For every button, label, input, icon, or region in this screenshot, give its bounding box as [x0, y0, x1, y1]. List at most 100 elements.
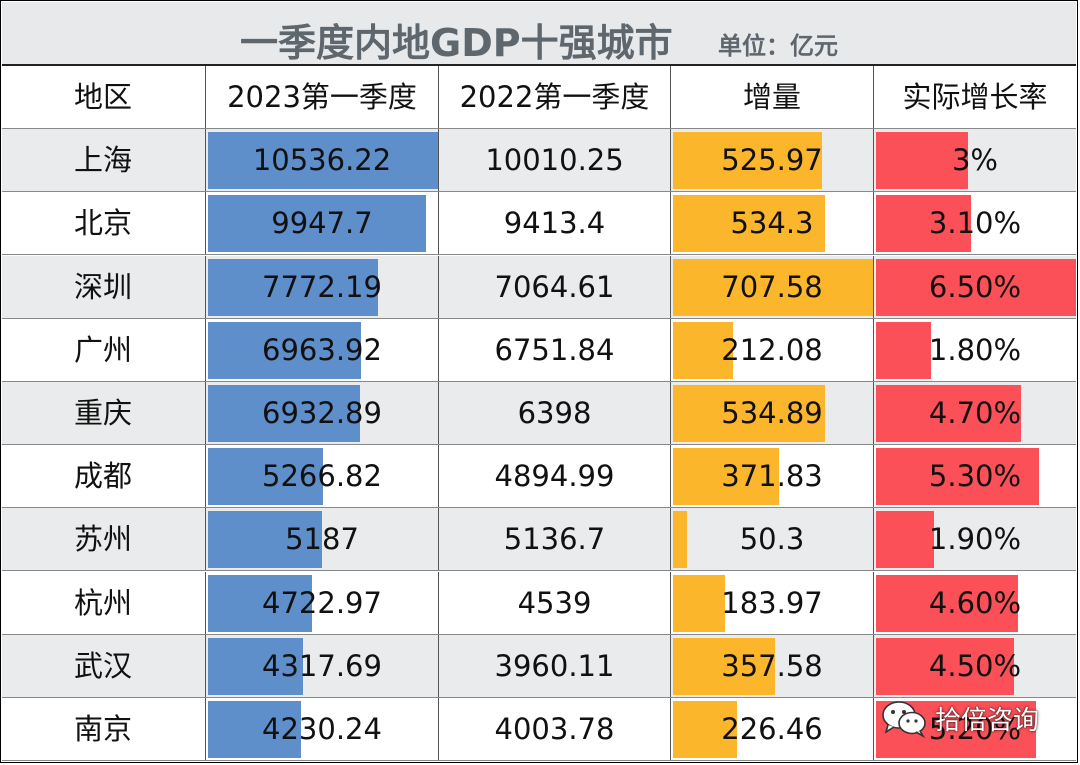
cell-value: 成都 [74, 459, 133, 493]
cell-region: 北京 [2, 192, 206, 254]
cell-increase: 50.3 [671, 508, 874, 570]
cell-growth: 4.60% [874, 572, 1076, 634]
cell-region: 南京 [2, 698, 206, 760]
cell-growth: 1.90% [874, 508, 1076, 570]
bar-growth [876, 322, 931, 379]
bar-growth [876, 575, 1018, 632]
cell-value: 4317.69 [262, 649, 382, 683]
header-label: 地区 [74, 80, 133, 114]
table-row: 苏州 5187 5136.7 50.3 1.90% [2, 508, 1076, 571]
chart-title: 一季度内地GDP十强城市 [240, 21, 673, 65]
bar-growth [876, 511, 934, 568]
header-row: 地区 2023第一季度 2022第一季度 增量 实际增长率 [2, 66, 1076, 129]
cell-value: 4894.99 [494, 459, 615, 493]
cell-value: 4722.97 [262, 586, 382, 620]
cell-value: 6.50% [928, 270, 1022, 304]
wechat-icon [882, 701, 926, 738]
cell-value: 上海 [74, 143, 133, 177]
cell-region: 杭州 [2, 572, 206, 634]
table-row: 上海 10536.22 10010.25 525.97 3% [2, 129, 1076, 192]
title-bar: 一季度内地GDP十强城市 单位：亿元 [2, 2, 1076, 66]
header-label: 增量 [742, 80, 801, 114]
header-cell-increase: 增量 [671, 66, 874, 128]
cell-region: 武汉 [2, 635, 206, 697]
cell-value: 杭州 [74, 586, 133, 620]
cell-region: 上海 [2, 129, 206, 191]
cell-2022: 9413.4 [439, 192, 671, 254]
header-cell-region: 地区 [2, 66, 206, 128]
bar-2023 [208, 132, 438, 189]
cell-value: 广州 [74, 333, 133, 367]
cell-region: 重庆 [2, 382, 206, 444]
cell-value: 4.60% [928, 586, 1022, 620]
cell-value: 4.70% [928, 396, 1022, 430]
cell-increase: 707.58 [671, 256, 874, 318]
cell-value: 7064.61 [494, 270, 615, 304]
bar-2023 [208, 322, 361, 379]
cell-2022: 4894.99 [439, 445, 671, 507]
cell-value: 深圳 [74, 270, 133, 304]
bar-2023 [208, 385, 360, 442]
cell-value: 1.80% [928, 333, 1022, 367]
cell-value: 10010.25 [485, 143, 624, 177]
cell-2022: 4003.78 [439, 698, 671, 760]
cell-2022: 3960.11 [439, 635, 671, 697]
cell-2022: 6398 [439, 382, 671, 444]
cell-value: 371.83 [721, 459, 823, 493]
table-row: 北京 9947.7 9413.4 534.3 3.10% [2, 192, 1076, 255]
cell-growth: 4.50% [874, 635, 1076, 697]
cell-value: 5.20% [928, 712, 1022, 746]
bar-2023 [208, 638, 303, 695]
cell-value: 武汉 [74, 649, 133, 683]
bar-increase [673, 259, 873, 316]
cell-value: 534.89 [721, 396, 823, 430]
cell-value: 183.97 [721, 586, 823, 620]
cell-value: 9413.4 [503, 206, 606, 240]
cell-2023: 4317.69 [206, 635, 439, 697]
table-row: 深圳 7772.19 7064.61 707.58 6.50% [2, 256, 1076, 319]
cell-value: 5266.82 [262, 459, 382, 493]
cell-2023: 4230.24 [206, 698, 439, 760]
cell-2023: 9947.7 [206, 192, 439, 254]
cell-2022: 5136.7 [439, 508, 671, 570]
cell-value: 357.58 [721, 649, 823, 683]
cell-value: 南京 [74, 712, 133, 746]
cell-growth: 6.50% [874, 256, 1076, 318]
bar-increase [673, 322, 733, 379]
header-label: 实际增长率 [902, 80, 1048, 114]
cell-increase: 226.46 [671, 698, 874, 760]
cell-2022: 7064.61 [439, 256, 671, 318]
cell-value: 534.3 [730, 206, 814, 240]
bar-2023 [208, 511, 322, 568]
cell-2022: 4539 [439, 572, 671, 634]
cell-value: 北京 [74, 206, 133, 240]
bar-2023 [208, 448, 323, 505]
bar-increase [673, 195, 825, 252]
cell-value: 重庆 [74, 396, 133, 430]
cell-2023: 5266.82 [206, 445, 439, 507]
cell-growth: 3.10% [874, 192, 1076, 254]
cell-growth: 3% [874, 129, 1076, 191]
cell-value: 3.10% [928, 206, 1022, 240]
bar-increase [673, 701, 737, 758]
header-cell-growth: 实际增长率 [874, 66, 1076, 128]
bar-growth [876, 132, 968, 189]
cell-value: 6932.89 [262, 396, 382, 430]
cell-value: 50.3 [739, 522, 805, 556]
bar-2023 [208, 575, 312, 632]
cell-value: 525.97 [721, 143, 823, 177]
bar-2023 [208, 701, 301, 758]
table-row: 杭州 4722.97 4539 183.97 4.60% [2, 572, 1076, 635]
watermark: 拾倍咨询 [880, 696, 1076, 740]
cell-value: 5136.7 [503, 522, 606, 556]
cell-2023: 4722.97 [206, 572, 439, 634]
cell-2023: 6963.92 [206, 319, 439, 381]
watermark-text: 拾倍咨询 [935, 706, 1040, 736]
cell-region: 成都 [2, 445, 206, 507]
cell-value: 6751.84 [494, 333, 615, 367]
cell-value: 3960.11 [494, 649, 615, 683]
cell-2022: 10010.25 [439, 129, 671, 191]
cell-2023: 5187 [206, 508, 439, 570]
cell-value: 苏州 [74, 522, 133, 556]
